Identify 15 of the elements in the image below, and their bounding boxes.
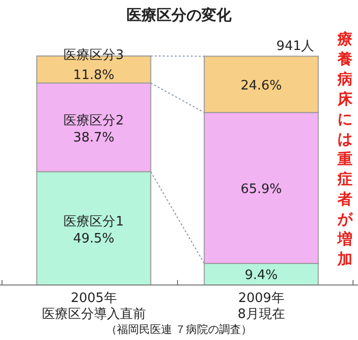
data-label: 38.7% <box>73 130 114 146</box>
x-tick-label: 2005年医療区分導入直前 <box>42 291 146 322</box>
data-label: 49.5% <box>73 231 114 246</box>
text: 療養病床には重症者が増加 <box>338 30 352 268</box>
data-label: 65.9% <box>240 182 282 198</box>
text: （福岡民医連 ７病院の調査） <box>106 323 252 336</box>
data-label: 24.6% <box>240 78 282 94</box>
data-label: 11.8% <box>73 68 114 84</box>
text: 941人 <box>276 39 314 54</box>
series-label: 医療区分1 <box>64 214 124 230</box>
chart-title: 医療区分の変化 <box>126 6 232 24</box>
data-label: 9.4% <box>244 268 278 284</box>
series-label: 医療区分2 <box>64 113 124 128</box>
series-label: 医療区分3 <box>64 48 124 63</box>
x-tick-label: 2009年8月現在 <box>238 291 285 322</box>
